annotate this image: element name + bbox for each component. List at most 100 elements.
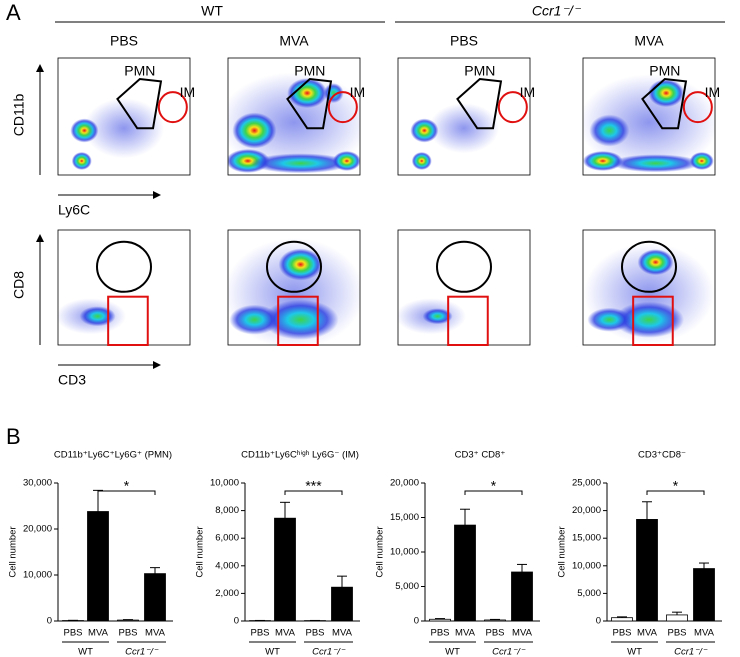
- group-label: Ccr1⁻/⁻: [492, 647, 526, 657]
- column-label: MVA: [634, 33, 664, 49]
- density: [583, 74, 715, 173]
- y-tick-label: 8,000: [215, 505, 239, 516]
- panel-label: A: [6, 0, 21, 25]
- group-label: WT: [627, 647, 642, 657]
- bar: [87, 511, 109, 622]
- axis-label: Ly6C: [58, 202, 90, 218]
- density-blob: [637, 249, 674, 276]
- group-label: Ccr1⁻/⁻: [312, 647, 346, 657]
- density-blob: [614, 301, 684, 338]
- y-tick-label: 10,000: [210, 478, 239, 489]
- density: [584, 243, 714, 344]
- x-tick-label: PBS: [612, 628, 631, 639]
- pmn-gate: [456, 78, 503, 130]
- density-blob: [229, 304, 280, 335]
- density-blob: [429, 103, 499, 154]
- flow-plot: [57, 229, 191, 347]
- y-tick-label: 0: [47, 616, 52, 627]
- significance-bracket: [464, 490, 523, 495]
- density-blob: [278, 248, 323, 281]
- y-axis-label: Cell number: [375, 526, 386, 577]
- bar: [484, 619, 506, 622]
- y-tick-label: 5,000: [395, 581, 419, 592]
- x-tick-label: PBS: [667, 628, 686, 639]
- y-tick-label: 25,000: [572, 478, 601, 489]
- y-tick-label: 5,000: [577, 588, 601, 599]
- density-blob: [610, 154, 701, 173]
- density-blob: [689, 151, 714, 170]
- plot-frame: [227, 57, 361, 176]
- y-tick-label: 0: [234, 616, 239, 627]
- density-blob: [250, 153, 351, 174]
- column-label: MVA: [279, 33, 309, 49]
- x-tick-label: PBS: [430, 628, 449, 639]
- flow-plot: PMN IM: [582, 57, 720, 176]
- gate-label: PMN: [124, 63, 155, 79]
- plot-frame: [57, 57, 191, 176]
- cd3-gate: [277, 295, 319, 347]
- density-blob: [587, 307, 632, 332]
- column-label: PBS: [450, 33, 478, 49]
- y-tick-label: 20,000: [390, 478, 419, 489]
- density: [58, 298, 126, 335]
- density-blob: [411, 151, 432, 170]
- pmn-gate: [641, 78, 688, 130]
- panel-label: B: [6, 424, 21, 449]
- y-tick-label: 6,000: [215, 533, 239, 544]
- cd8-gate: [96, 240, 152, 293]
- bar: [144, 573, 166, 622]
- bar: [693, 568, 715, 622]
- density-blob: [332, 150, 360, 171]
- bar: [636, 519, 658, 622]
- pmn-gate: [286, 78, 333, 130]
- x-tick-label: PBS: [305, 628, 324, 639]
- density-blob: [79, 306, 116, 327]
- y-tick-label: 0: [414, 616, 419, 627]
- y-tick-label: 10,000: [23, 570, 52, 581]
- bar: [511, 571, 533, 622]
- group-label: WT: [445, 647, 460, 657]
- y-axis-label: Cell number: [195, 526, 206, 577]
- significance-bracket: [97, 490, 156, 495]
- flow-plot: PMN IM: [227, 57, 366, 176]
- cd8-gate: [266, 240, 322, 293]
- plot-frame: [397, 57, 531, 176]
- group-label: Ccr1⁻/⁻: [125, 647, 159, 657]
- pmn-gate: [116, 78, 163, 130]
- y-tick-label: 15,000: [390, 512, 419, 523]
- density-blob: [71, 151, 92, 170]
- gate-label: IM: [180, 84, 196, 100]
- flow-plot: PMN IM: [57, 57, 196, 176]
- x-tick-label: MVA: [455, 628, 476, 639]
- cd3-gate: [447, 295, 489, 347]
- significance-bracket: [284, 490, 343, 495]
- flow-plot: PMN IM: [397, 57, 535, 176]
- chart-title: CD11b⁺Ly6Cʰⁱᵍʰ Ly6G⁻ (IM): [241, 450, 359, 461]
- density: [70, 98, 164, 170]
- y-tick-label: 20,000: [572, 505, 601, 516]
- density: [410, 103, 499, 170]
- column-label: PBS: [110, 33, 138, 49]
- cd3-gate: [632, 295, 674, 347]
- x-tick-label: MVA: [694, 628, 715, 639]
- x-tick-label: MVA: [332, 628, 353, 639]
- x-tick-label: MVA: [637, 628, 658, 639]
- x-tick-label: MVA: [145, 628, 166, 639]
- im-gate: [497, 91, 528, 124]
- cd3-gate: [107, 295, 149, 347]
- axis-label: CD11b: [11, 94, 27, 137]
- im-gate: [157, 91, 188, 124]
- axis-label: CD8: [11, 271, 27, 299]
- significance-label: *: [491, 478, 497, 494]
- y-tick-label: 10,000: [572, 560, 601, 571]
- x-tick-label: MVA: [512, 628, 533, 639]
- significance-label: ***: [305, 478, 322, 494]
- y-axis-label: Cell number: [557, 526, 568, 577]
- y-tick-label: 4,000: [215, 560, 239, 571]
- y-tick-label: 20,000: [23, 524, 52, 535]
- im-gate: [327, 91, 358, 124]
- x-tick-label: MVA: [88, 628, 109, 639]
- gate-label: IM: [350, 84, 366, 100]
- genotype-label: Ccr1⁻/⁻: [532, 3, 582, 19]
- y-tick-label: 2,000: [215, 588, 239, 599]
